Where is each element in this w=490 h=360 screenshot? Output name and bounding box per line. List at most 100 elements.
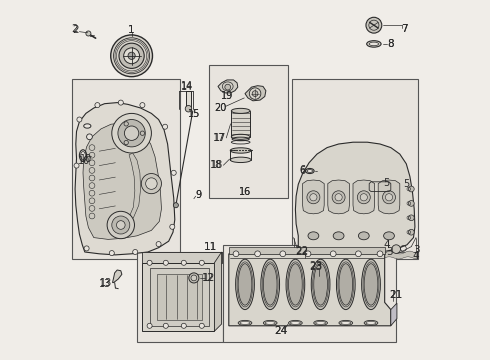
Circle shape [330, 251, 336, 257]
Polygon shape [143, 252, 221, 263]
Ellipse shape [261, 259, 280, 310]
Text: 22: 22 [295, 247, 309, 257]
Text: 22: 22 [295, 246, 309, 256]
Circle shape [305, 251, 311, 257]
Ellipse shape [236, 259, 254, 310]
Text: 21: 21 [390, 290, 403, 300]
Ellipse shape [316, 321, 326, 324]
Circle shape [392, 245, 400, 253]
Text: 2: 2 [72, 24, 78, 34]
Circle shape [128, 52, 135, 59]
Text: 8: 8 [387, 39, 394, 49]
Circle shape [124, 126, 139, 140]
Polygon shape [218, 80, 238, 93]
Circle shape [249, 88, 261, 99]
Polygon shape [295, 142, 415, 254]
Text: 15: 15 [189, 109, 201, 120]
Circle shape [84, 246, 89, 251]
Text: 9: 9 [196, 190, 202, 200]
Text: 13: 13 [98, 279, 111, 289]
Ellipse shape [339, 320, 353, 325]
Ellipse shape [314, 320, 327, 325]
Ellipse shape [291, 321, 300, 324]
Circle shape [199, 260, 204, 265]
Ellipse shape [362, 259, 380, 310]
Circle shape [119, 43, 144, 68]
Text: 11: 11 [204, 242, 218, 252]
Ellipse shape [341, 321, 351, 324]
Text: 4: 4 [413, 251, 419, 261]
Bar [209, 65, 288, 198]
Circle shape [133, 249, 138, 255]
Text: 3: 3 [386, 247, 392, 257]
Text: 18: 18 [211, 160, 223, 170]
Ellipse shape [305, 168, 314, 174]
Polygon shape [215, 252, 221, 331]
Text: 8: 8 [387, 39, 394, 49]
Bar [223, 245, 396, 342]
Ellipse shape [289, 264, 302, 305]
Text: 16: 16 [239, 186, 251, 197]
Circle shape [360, 194, 368, 201]
Ellipse shape [384, 232, 394, 240]
Circle shape [409, 229, 414, 235]
Text: 18: 18 [210, 160, 222, 170]
Ellipse shape [314, 264, 327, 305]
Text: 14: 14 [180, 81, 193, 91]
Circle shape [141, 174, 162, 194]
Polygon shape [328, 180, 349, 214]
Text: 10: 10 [77, 156, 90, 166]
Circle shape [124, 122, 128, 126]
Text: 1: 1 [128, 25, 135, 35]
Ellipse shape [308, 232, 319, 240]
Circle shape [386, 194, 392, 201]
Text: 3: 3 [413, 245, 419, 255]
Circle shape [107, 211, 134, 239]
Polygon shape [353, 180, 374, 214]
Text: 17: 17 [214, 133, 226, 143]
Circle shape [225, 84, 231, 90]
Polygon shape [391, 303, 397, 326]
Bar [137, 252, 223, 342]
Text: 12: 12 [203, 273, 215, 283]
Ellipse shape [240, 321, 250, 324]
Text: 1: 1 [128, 24, 135, 35]
Circle shape [95, 103, 100, 108]
Text: 23: 23 [310, 262, 323, 272]
Circle shape [181, 260, 186, 265]
Text: 20: 20 [214, 103, 227, 113]
Text: 13: 13 [99, 278, 112, 288]
Circle shape [252, 91, 258, 96]
Text: 6: 6 [299, 166, 306, 176]
Text: 5: 5 [383, 178, 389, 188]
Circle shape [173, 203, 178, 208]
Ellipse shape [265, 321, 275, 324]
Circle shape [118, 120, 145, 147]
Circle shape [199, 323, 204, 328]
Ellipse shape [369, 42, 379, 46]
Ellipse shape [358, 232, 369, 240]
Circle shape [409, 186, 414, 192]
Circle shape [163, 323, 169, 328]
Polygon shape [229, 247, 385, 254]
Text: 6: 6 [299, 165, 306, 175]
Circle shape [357, 191, 370, 204]
Ellipse shape [263, 320, 277, 325]
Text: 19: 19 [221, 91, 233, 102]
Text: 7: 7 [401, 24, 407, 34]
Circle shape [185, 105, 192, 112]
Ellipse shape [230, 157, 251, 163]
Text: 21: 21 [390, 290, 403, 300]
Ellipse shape [311, 259, 330, 310]
Ellipse shape [84, 124, 91, 128]
Ellipse shape [238, 320, 252, 325]
Text: 20: 20 [214, 103, 227, 113]
Ellipse shape [231, 108, 250, 113]
Ellipse shape [231, 134, 250, 139]
Ellipse shape [230, 148, 251, 153]
Circle shape [118, 100, 123, 105]
Polygon shape [113, 270, 122, 283]
Ellipse shape [289, 320, 302, 325]
Bar [186, 91, 192, 109]
Text: 23: 23 [310, 261, 323, 271]
